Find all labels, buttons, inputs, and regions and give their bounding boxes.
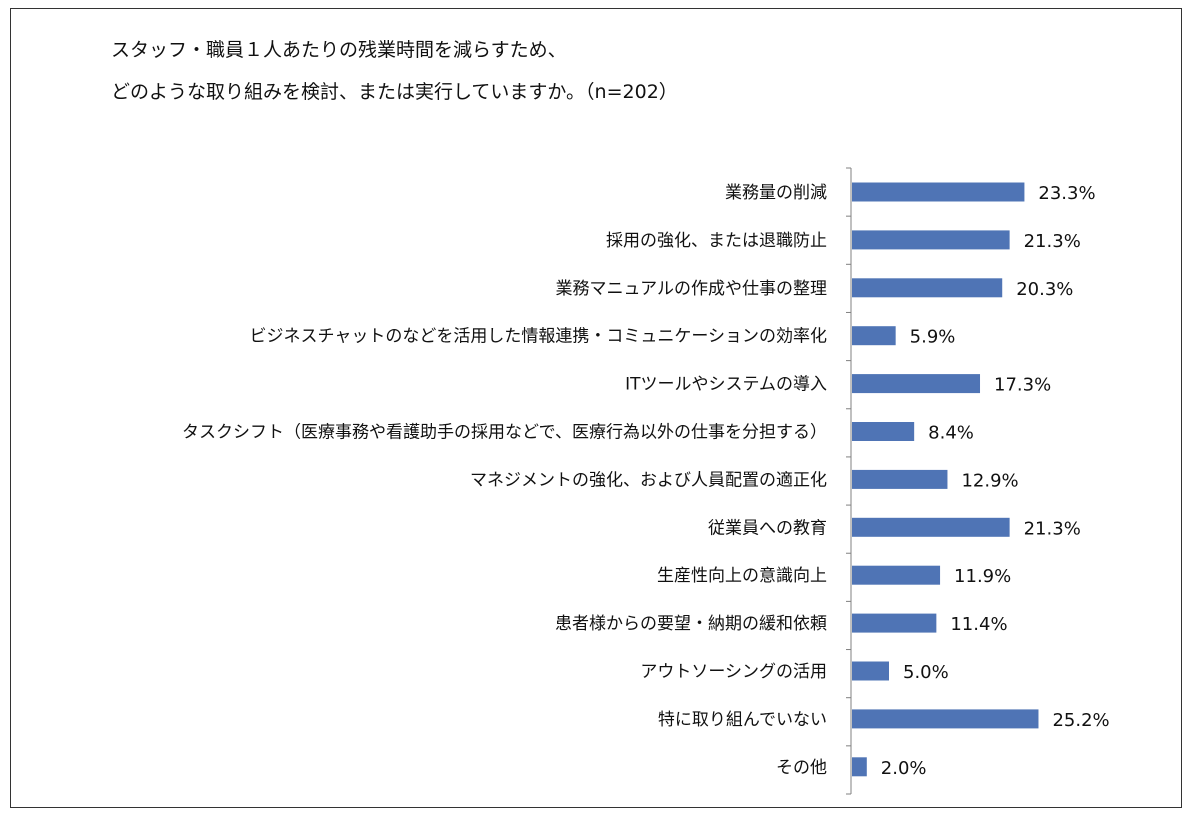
category-label: その他 <box>776 758 827 778</box>
value-label: 5.9% <box>910 327 956 348</box>
category-label: ITツールやシステムの導入 <box>625 375 827 395</box>
value-label: 17.3% <box>994 375 1051 396</box>
value-label: 11.4% <box>950 614 1007 635</box>
bar <box>852 709 1039 729</box>
value-label: 23.3% <box>1038 183 1095 204</box>
bar <box>852 278 1003 298</box>
bar <box>852 613 937 633</box>
chart-frame: スタッフ・職員１人あたりの残業時間を減らすため、 どのような取り組みを検討、また… <box>10 8 1182 808</box>
bar <box>852 757 867 777</box>
category-label: 業務マニュアルの作成や仕事の整理 <box>556 279 828 299</box>
category-label: 生産性向上の意識向上 <box>657 566 827 586</box>
value-label: 2.0% <box>881 758 927 779</box>
value-label: 21.3% <box>1024 518 1081 539</box>
bar <box>852 565 941 585</box>
category-label: 業務量の削減 <box>725 183 827 203</box>
bar <box>852 661 889 681</box>
value-label: 8.4% <box>928 423 974 444</box>
bar <box>852 182 1025 202</box>
value-label: 11.9% <box>954 566 1011 587</box>
bar <box>852 230 1010 250</box>
value-label: 25.2% <box>1052 710 1109 731</box>
category-label: 患者様からの要望・納期の緩和依頼 <box>555 614 827 634</box>
value-label: 12.9% <box>961 470 1018 491</box>
value-label: 21.3% <box>1024 231 1081 252</box>
bar <box>852 326 896 346</box>
category-label: 採用の強化、または退職防止 <box>606 231 827 251</box>
bar <box>852 517 1010 537</box>
category-label: ビジネスチャットのなどを活用した情報連携・コミュニケーションの効率化 <box>250 327 828 347</box>
category-label: アウトソーシングの活用 <box>640 662 827 682</box>
chart-title-line-2: どのような取り組みを検討、または実行していますか。（n=202） <box>111 81 678 103</box>
bar <box>852 422 915 441</box>
category-label: タスクシフト（医療事務や看護助手の採用などで、医療行為以外の仕事を分担する） <box>182 423 827 443</box>
bar <box>852 469 948 489</box>
category-label: 特に取り組んでいない <box>658 710 827 730</box>
bar <box>852 374 981 394</box>
chart-title-line-1: スタッフ・職員１人あたりの残業時間を減らすため、 <box>111 39 567 61</box>
category-label: 従業員への教育 <box>708 518 827 538</box>
value-label: 5.0% <box>903 662 949 683</box>
category-label: マネジメントの強化、および人員配置の適正化 <box>470 470 827 490</box>
value-label: 20.3% <box>1016 279 1073 300</box>
